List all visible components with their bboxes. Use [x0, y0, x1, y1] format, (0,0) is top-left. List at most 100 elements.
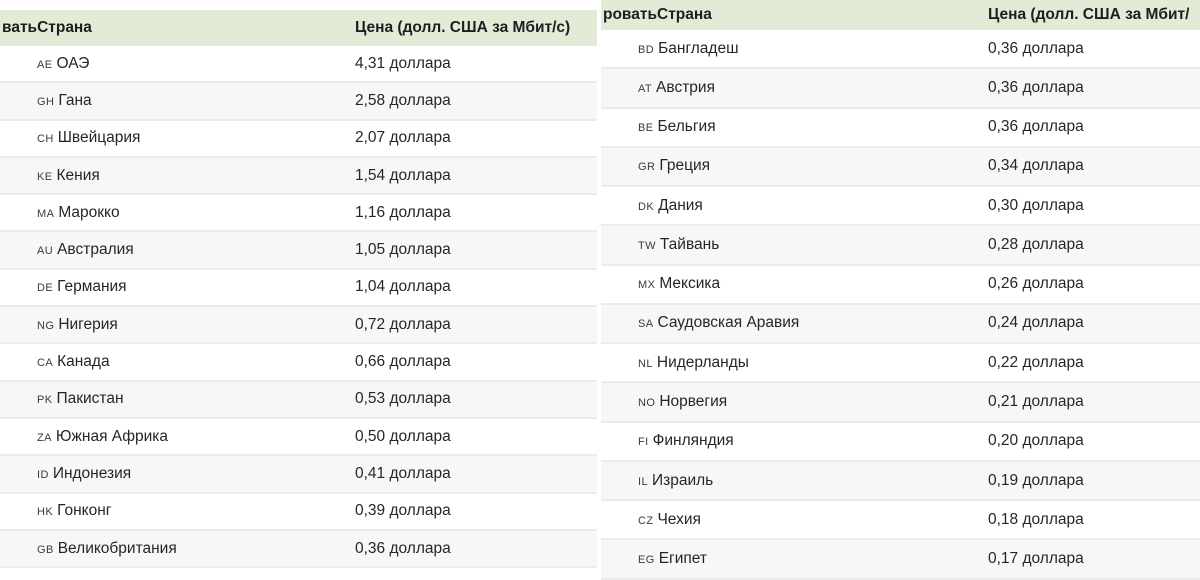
country-name: Бангладеш — [658, 39, 739, 57]
country-cell: MX Мексика — [601, 275, 988, 293]
country-code: DK — [638, 200, 655, 213]
table-row: AT Австрия 0,36 доллара — [601, 69, 1200, 109]
country-code: GB — [37, 543, 54, 556]
country-name: Великобритания — [57, 539, 177, 557]
table-row: MX Мексика 0,26 доллара — [601, 265, 1200, 305]
country-name: Нигерия — [58, 315, 118, 333]
country-code: BD — [638, 43, 655, 56]
price-column-header[interactable]: Цена (долл. США за Мбит/с) — [355, 19, 571, 36]
table-row: TW Тайвань 0,28 доллара — [601, 226, 1200, 266]
table-row: CH Швейцария 2,07 доллара — [0, 120, 597, 158]
country-code: HK — [37, 506, 54, 519]
table-row: CZ Чехия 0,18 доллара — [601, 501, 1200, 541]
country-cell: AU Австралия — [0, 241, 355, 259]
country-name: Тайвань — [659, 235, 720, 253]
table-row: BD Бангладеш 0,36 доллара — [601, 30, 1200, 70]
country-name: Израиль — [651, 471, 714, 489]
country-cell: IL Израиль — [601, 472, 988, 490]
country-cell: PK Пакистан — [0, 390, 355, 408]
price-value: 2,07 доллара — [355, 129, 451, 147]
table-body-right: BD Бангладеш 0,36 доллара AT Австрия 0,36 дол… — [601, 30, 1200, 580]
price-value: 0,36 доллара — [355, 539, 451, 557]
country-cell: AT Австрия — [601, 79, 988, 97]
price-value: 0,36 доллара — [988, 39, 1084, 57]
country-code: CA — [37, 357, 54, 370]
country-name: Марокко — [58, 203, 120, 221]
country-code: DE — [37, 282, 54, 295]
price-value: 0,17 доллара — [988, 550, 1084, 568]
price-value: 1,16 доллара — [355, 203, 451, 221]
table-row: FI Финляндия 0,20 доллара — [601, 422, 1200, 462]
country-code: SA — [638, 318, 654, 331]
table-row: ID Индонезия 0,41 доллара — [0, 456, 597, 494]
country-name: Греция — [659, 157, 711, 175]
country-cell: SA Саудовская Аравия — [601, 314, 988, 332]
table-header-left: ватьСтрана Цена (долл. США за Мбит/с) — [0, 10, 597, 46]
price-value: 0,28 доллара — [988, 235, 1084, 253]
table-row: NL Нидерланды 0,22 доллара — [601, 344, 1200, 384]
top-spacer — [0, 0, 597, 10]
price-value: 0,34 доллара — [988, 157, 1084, 175]
country-cell: CA Канада — [0, 353, 355, 371]
country-cell: CZ Чехия — [601, 511, 988, 529]
country-cell: TW Тайвань — [601, 236, 988, 254]
country-name: Германия — [57, 278, 127, 296]
country-cell: ZA Южная Африка — [0, 428, 355, 446]
country-name: Пакистан — [56, 390, 124, 408]
table-row: EG Египет 0,17 доллара — [601, 540, 1200, 580]
price-value: 0,36 доллара — [988, 78, 1084, 96]
country-code: GH — [37, 95, 55, 108]
country-column-header[interactable]: роватьСтрана — [603, 6, 712, 23]
price-value: 1,05 доллара — [355, 241, 451, 259]
country-cell: HK Гонконг — [0, 502, 355, 520]
country-name: Австрия — [656, 78, 715, 96]
table-row: DK Дания 0,30 доллара — [601, 187, 1200, 227]
country-name: Нидерланды — [656, 353, 749, 371]
country-name: Египет — [658, 550, 707, 568]
table-row: MA Марокко 1,16 доллара — [0, 195, 597, 233]
country-name: Чехия — [657, 510, 701, 528]
country-code: MX — [638, 279, 656, 292]
price-value: 0,50 доллара — [355, 427, 451, 445]
country-code: CH — [37, 133, 54, 146]
country-cell: AE ОАЭ — [0, 55, 355, 73]
table-row: BE Бельгия 0,36 доллара — [601, 108, 1200, 148]
country-cell: KE Кения — [0, 167, 355, 185]
price-value: 0,22 доллара — [988, 353, 1084, 371]
table-row: DE Германия 1,04 доллара — [0, 269, 597, 308]
table-row: PK Пакистан 0,53 доллара — [0, 381, 597, 419]
table-row: IL Израиль 0,19 доллара — [601, 461, 1200, 502]
country-name: Дания — [658, 196, 703, 214]
price-value: 0,21 доллара — [988, 393, 1084, 411]
country-name: Бельгия — [657, 118, 716, 136]
country-name: Швейцария — [57, 129, 141, 147]
country-code: PK — [37, 394, 53, 407]
price-value: 0,39 доллара — [355, 502, 451, 520]
country-name: Гана — [58, 91, 92, 109]
price-value: 0,26 доллара — [988, 275, 1084, 293]
country-cell: GB Великобритания — [0, 540, 355, 558]
price-value: 0,41 доллара — [355, 464, 451, 482]
price-column-header[interactable]: Цена (долл. США за Мбит/ — [988, 6, 1190, 23]
price-value: 0,30 доллара — [988, 196, 1084, 214]
country-code: ZA — [37, 431, 52, 444]
country-name: Мексика — [659, 275, 721, 293]
country-code: IL — [638, 475, 648, 488]
price-value: 0,18 доллара — [988, 510, 1084, 528]
country-code: AU — [37, 245, 54, 258]
country-cell: CH Швейцария — [0, 129, 355, 147]
country-code: EG — [638, 554, 655, 567]
country-cell: ID Индонезия — [0, 465, 355, 483]
country-code: NL — [638, 357, 653, 370]
country-cell: BE Бельгия — [601, 118, 988, 136]
country-code: AT — [638, 82, 653, 95]
country-column-header[interactable]: ватьСтрана — [2, 19, 92, 36]
price-value: 2,58 доллара — [355, 91, 451, 109]
country-name: Норвегия — [659, 393, 728, 411]
table-row: NG Нигерия 0,72 доллара — [0, 307, 597, 345]
country-cell: GR Греция — [601, 157, 988, 175]
country-cell: NL Нидерланды — [601, 354, 988, 372]
price-value: 0,24 доллара — [988, 314, 1084, 332]
table-row: GR Греция 0,34 доллара — [601, 147, 1200, 188]
country-code: NG — [37, 319, 55, 332]
